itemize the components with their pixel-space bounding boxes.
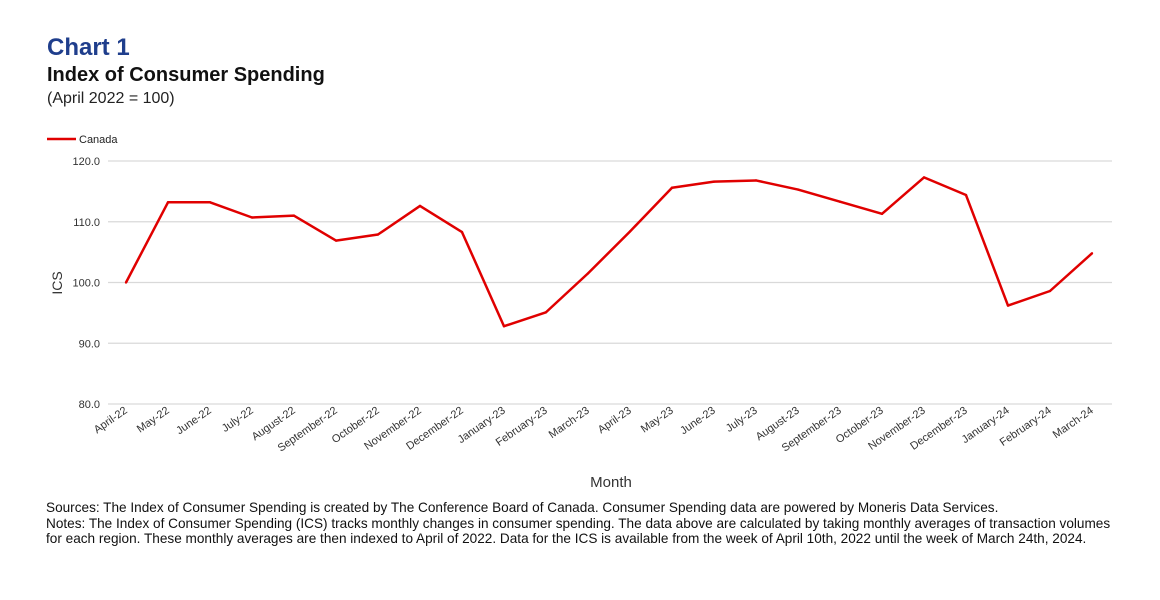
chart-subtitle: (April 2022 = 100) bbox=[47, 90, 175, 107]
x-tick-label: April-23 bbox=[596, 405, 634, 437]
x-tick-label: March-24 bbox=[1051, 405, 1096, 441]
sources-note: Sources: The Index of Consumer Spending … bbox=[46, 500, 999, 515]
data-point bbox=[544, 311, 548, 314]
notes-text: Notes: The Index of Consumer Spending (I… bbox=[46, 515, 1111, 547]
data-point bbox=[712, 180, 716, 183]
x-tick-label: March-23 bbox=[547, 405, 592, 441]
data-point bbox=[502, 325, 506, 328]
series-line-canada bbox=[124, 176, 1093, 328]
data-point bbox=[922, 176, 926, 179]
x-tick-label: July-23 bbox=[724, 405, 760, 435]
y-tick-label: 120.0 bbox=[72, 156, 100, 168]
data-point bbox=[880, 212, 884, 216]
data-point bbox=[250, 216, 254, 219]
data-point bbox=[376, 233, 380, 236]
y-axis-label: ICS bbox=[49, 271, 65, 294]
chart-title: Index of Consumer Spending bbox=[47, 64, 325, 86]
data-point bbox=[964, 193, 968, 197]
data-point bbox=[1048, 289, 1052, 293]
data-point bbox=[1090, 252, 1094, 255]
data-point bbox=[418, 204, 422, 208]
data-point bbox=[796, 188, 800, 191]
data-point bbox=[1006, 304, 1010, 307]
x-axis-label: Month bbox=[590, 474, 632, 491]
x-tick-label: June-22 bbox=[174, 405, 213, 438]
footnotes: Sources: The Index of Consumer Spending … bbox=[46, 500, 1126, 547]
data-point bbox=[460, 230, 464, 234]
x-tick-label: July-22 bbox=[220, 405, 256, 435]
y-tick-label: 110.0 bbox=[73, 217, 100, 229]
data-point bbox=[334, 239, 338, 242]
x-tick-label: June-23 bbox=[678, 405, 717, 438]
data-point bbox=[628, 230, 632, 233]
legend: Canada bbox=[47, 134, 118, 146]
data-point bbox=[754, 179, 758, 182]
data-point bbox=[586, 272, 590, 275]
y-tick-label: 80.0 bbox=[79, 399, 100, 411]
x-tick-label: May-22 bbox=[135, 405, 172, 436]
data-point bbox=[838, 200, 842, 203]
data-point bbox=[124, 281, 128, 284]
legend-label-canada: Canada bbox=[79, 134, 118, 146]
data-point bbox=[208, 201, 212, 204]
data-point bbox=[166, 201, 170, 204]
x-tick-label: May-23 bbox=[639, 405, 676, 436]
y-tick-label: 90.0 bbox=[79, 338, 100, 350]
chart-number: Chart 1 bbox=[47, 34, 130, 61]
data-point bbox=[292, 214, 296, 217]
y-tick-label: 100.0 bbox=[72, 278, 100, 290]
data-point bbox=[670, 186, 674, 189]
